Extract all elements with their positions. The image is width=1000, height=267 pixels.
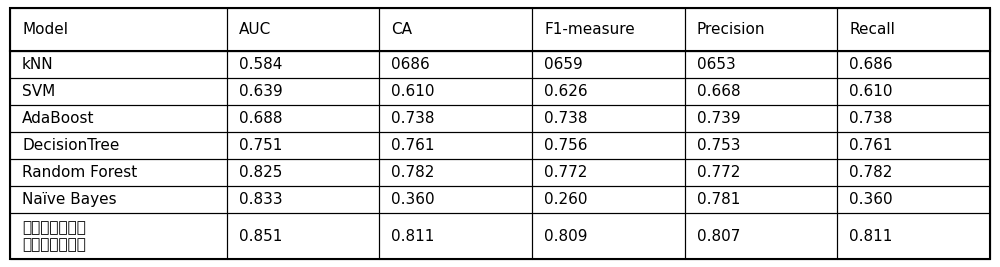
Text: 0.668: 0.668 xyxy=(697,84,740,99)
Text: 0.772: 0.772 xyxy=(697,165,740,180)
Bar xyxy=(837,186,990,213)
Bar xyxy=(379,213,532,259)
Text: 0.756: 0.756 xyxy=(544,138,588,153)
Text: 0.738: 0.738 xyxy=(544,111,588,126)
Text: Model: Model xyxy=(22,22,68,37)
Bar xyxy=(685,105,837,132)
Text: 0.626: 0.626 xyxy=(544,84,588,99)
Bar xyxy=(227,213,379,259)
Bar xyxy=(10,8,227,51)
Text: 0.781: 0.781 xyxy=(697,192,740,207)
Bar xyxy=(532,132,685,159)
Bar xyxy=(10,159,227,186)
Text: 0.851: 0.851 xyxy=(239,229,282,244)
Bar xyxy=(685,8,837,51)
Bar xyxy=(379,51,532,78)
Bar xyxy=(837,132,990,159)
Text: AdaBoost: AdaBoost xyxy=(22,111,94,126)
Text: 0.782: 0.782 xyxy=(849,165,893,180)
Text: 0.360: 0.360 xyxy=(391,192,435,207)
Text: 0.260: 0.260 xyxy=(544,192,588,207)
Bar xyxy=(10,186,227,213)
Bar xyxy=(532,105,685,132)
Text: DecisionTree: DecisionTree xyxy=(22,138,119,153)
Text: 0.833: 0.833 xyxy=(239,192,282,207)
Text: 0.772: 0.772 xyxy=(544,165,587,180)
Bar xyxy=(532,186,685,213)
Text: 0.811: 0.811 xyxy=(849,229,893,244)
Bar xyxy=(837,51,990,78)
Text: AUC: AUC xyxy=(239,22,271,37)
Bar xyxy=(532,78,685,105)
Bar xyxy=(685,159,837,186)
Bar xyxy=(837,105,990,132)
Bar xyxy=(379,186,532,213)
Bar xyxy=(379,132,532,159)
Bar xyxy=(379,78,532,105)
Bar xyxy=(837,213,990,259)
Text: 0653: 0653 xyxy=(697,57,735,72)
Bar xyxy=(837,78,990,105)
Text: 0.639: 0.639 xyxy=(239,84,282,99)
Bar xyxy=(379,105,532,132)
Text: 0.738: 0.738 xyxy=(391,111,435,126)
Text: 0.761: 0.761 xyxy=(391,138,435,153)
Text: 0.610: 0.610 xyxy=(849,84,893,99)
Text: 0659: 0659 xyxy=(544,57,583,72)
Bar xyxy=(10,51,227,78)
Text: 0.738: 0.738 xyxy=(849,111,893,126)
Bar xyxy=(10,105,227,132)
Text: 0.807: 0.807 xyxy=(697,229,740,244)
Text: 0.809: 0.809 xyxy=(544,229,588,244)
Text: 0.360: 0.360 xyxy=(849,192,893,207)
Text: CA: CA xyxy=(391,22,412,37)
Text: 0.584: 0.584 xyxy=(239,57,282,72)
Bar xyxy=(685,213,837,259)
Text: Recall: Recall xyxy=(849,22,895,37)
Bar xyxy=(532,8,685,51)
Bar xyxy=(532,51,685,78)
Text: 0.610: 0.610 xyxy=(391,84,435,99)
Text: Precision: Precision xyxy=(697,22,765,37)
Bar xyxy=(227,159,379,186)
Bar xyxy=(227,186,379,213)
Text: 0.761: 0.761 xyxy=(849,138,893,153)
Bar xyxy=(10,78,227,105)
Text: F1-measure: F1-measure xyxy=(544,22,635,37)
Text: 0686: 0686 xyxy=(391,57,430,72)
Bar xyxy=(10,132,227,159)
Bar xyxy=(837,8,990,51)
Text: 0.739: 0.739 xyxy=(697,111,740,126)
Bar xyxy=(227,78,379,105)
Bar xyxy=(685,132,837,159)
Text: SVM: SVM xyxy=(22,84,55,99)
Text: 0.811: 0.811 xyxy=(391,229,435,244)
Bar xyxy=(227,105,379,132)
Text: 0.751: 0.751 xyxy=(239,138,282,153)
Bar xyxy=(532,159,685,186)
Text: 0.688: 0.688 xyxy=(239,111,282,126)
Bar xyxy=(685,78,837,105)
Bar xyxy=(379,159,532,186)
Bar xyxy=(227,51,379,78)
Text: 0.782: 0.782 xyxy=(391,165,435,180)
Bar xyxy=(685,51,837,78)
Text: 0.753: 0.753 xyxy=(697,138,740,153)
Bar xyxy=(227,8,379,51)
Text: Naïve Bayes: Naïve Bayes xyxy=(22,192,117,207)
Text: Random Forest: Random Forest xyxy=(22,165,137,180)
Bar xyxy=(685,186,837,213)
Bar xyxy=(227,132,379,159)
Bar xyxy=(532,213,685,259)
Text: 0.686: 0.686 xyxy=(849,57,893,72)
Bar xyxy=(837,159,990,186)
Text: 0.825: 0.825 xyxy=(239,165,282,180)
Bar xyxy=(379,8,532,51)
Text: kNN: kNN xyxy=(22,57,54,72)
Bar xyxy=(10,213,227,259)
Text: 本发明的认知障
碝智能预测模型: 本发明的认知障 碝智能预测模型 xyxy=(22,220,86,252)
